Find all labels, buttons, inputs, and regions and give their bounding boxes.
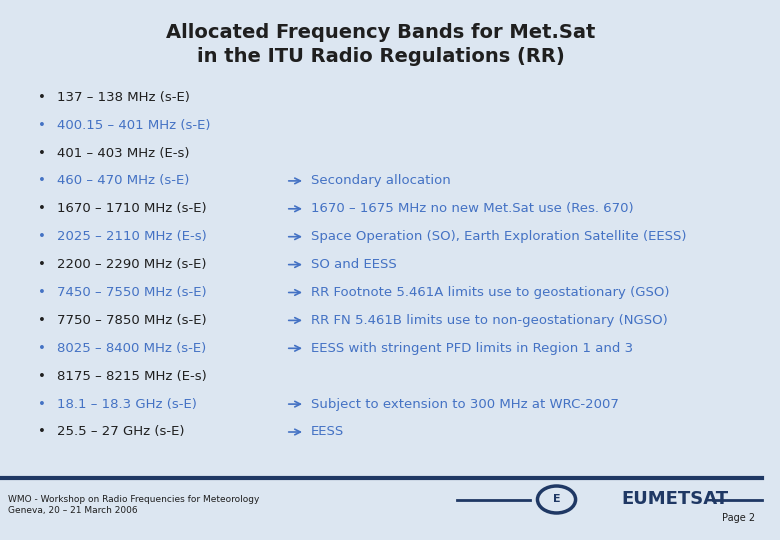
Text: •: • xyxy=(38,146,46,159)
Text: •: • xyxy=(38,314,46,327)
Text: Space Operation (SO), Earth Exploration Satellite (EESS): Space Operation (SO), Earth Exploration … xyxy=(311,230,686,243)
Text: 7450 – 7550 MHz (s-E): 7450 – 7550 MHz (s-E) xyxy=(57,286,207,299)
Text: •: • xyxy=(38,426,46,438)
Text: 8175 – 8215 MHz (E-s): 8175 – 8215 MHz (E-s) xyxy=(57,370,207,383)
Text: 401 – 403 MHz (E-s): 401 – 403 MHz (E-s) xyxy=(57,146,190,159)
Text: Secondary allocation: Secondary allocation xyxy=(311,174,451,187)
Text: E: E xyxy=(553,495,560,504)
Text: •: • xyxy=(38,91,46,104)
Text: 400.15 – 401 MHz (s-E): 400.15 – 401 MHz (s-E) xyxy=(57,119,211,132)
Text: 25.5 – 27 GHz (s-E): 25.5 – 27 GHz (s-E) xyxy=(57,426,185,438)
Text: •: • xyxy=(38,230,46,243)
Text: •: • xyxy=(38,397,46,410)
Text: EESS: EESS xyxy=(311,426,344,438)
Text: •: • xyxy=(38,119,46,132)
Text: 2200 – 2290 MHz (s-E): 2200 – 2290 MHz (s-E) xyxy=(57,258,207,271)
Text: 1670 – 1710 MHz (s-E): 1670 – 1710 MHz (s-E) xyxy=(57,202,207,215)
Text: EUMETSAT: EUMETSAT xyxy=(622,490,729,509)
Text: Allocated Frequency Bands for Met.Sat: Allocated Frequency Bands for Met.Sat xyxy=(166,23,596,42)
Text: RR Footnote 5.461A limits use to geostationary (GSO): RR Footnote 5.461A limits use to geostat… xyxy=(311,286,669,299)
Text: EESS with stringent PFD limits in Region 1 and 3: EESS with stringent PFD limits in Region… xyxy=(311,342,633,355)
Text: Subject to extension to 300 MHz at WRC-2007: Subject to extension to 300 MHz at WRC-2… xyxy=(311,397,619,410)
Text: 18.1 – 18.3 GHz (s-E): 18.1 – 18.3 GHz (s-E) xyxy=(57,397,197,410)
Text: 460 – 470 MHz (s-E): 460 – 470 MHz (s-E) xyxy=(57,174,190,187)
Text: •: • xyxy=(38,286,46,299)
Text: 7750 – 7850 MHz (s-E): 7750 – 7850 MHz (s-E) xyxy=(57,314,207,327)
Text: 8025 – 8400 MHz (s-E): 8025 – 8400 MHz (s-E) xyxy=(57,342,207,355)
Text: WMO - Workshop on Radio Frequencies for Meteorology
Geneva, 20 – 21 March 2006: WMO - Workshop on Radio Frequencies for … xyxy=(8,495,259,515)
Text: •: • xyxy=(38,370,46,383)
Text: in the ITU Radio Regulations (RR): in the ITU Radio Regulations (RR) xyxy=(197,47,565,66)
Text: 2025 – 2110 MHz (E-s): 2025 – 2110 MHz (E-s) xyxy=(57,230,207,243)
Text: •: • xyxy=(38,342,46,355)
Text: 137 – 138 MHz (s-E): 137 – 138 MHz (s-E) xyxy=(57,91,190,104)
Text: 1670 – 1675 MHz no new Met.Sat use (Res. 670): 1670 – 1675 MHz no new Met.Sat use (Res.… xyxy=(311,202,633,215)
Text: •: • xyxy=(38,174,46,187)
Text: SO and EESS: SO and EESS xyxy=(311,258,397,271)
Text: Page 2: Page 2 xyxy=(722,514,755,523)
Text: RR FN 5.461B limits use to non-geostationary (NGSO): RR FN 5.461B limits use to non-geostatio… xyxy=(311,314,668,327)
Text: •: • xyxy=(38,258,46,271)
Text: •: • xyxy=(38,202,46,215)
